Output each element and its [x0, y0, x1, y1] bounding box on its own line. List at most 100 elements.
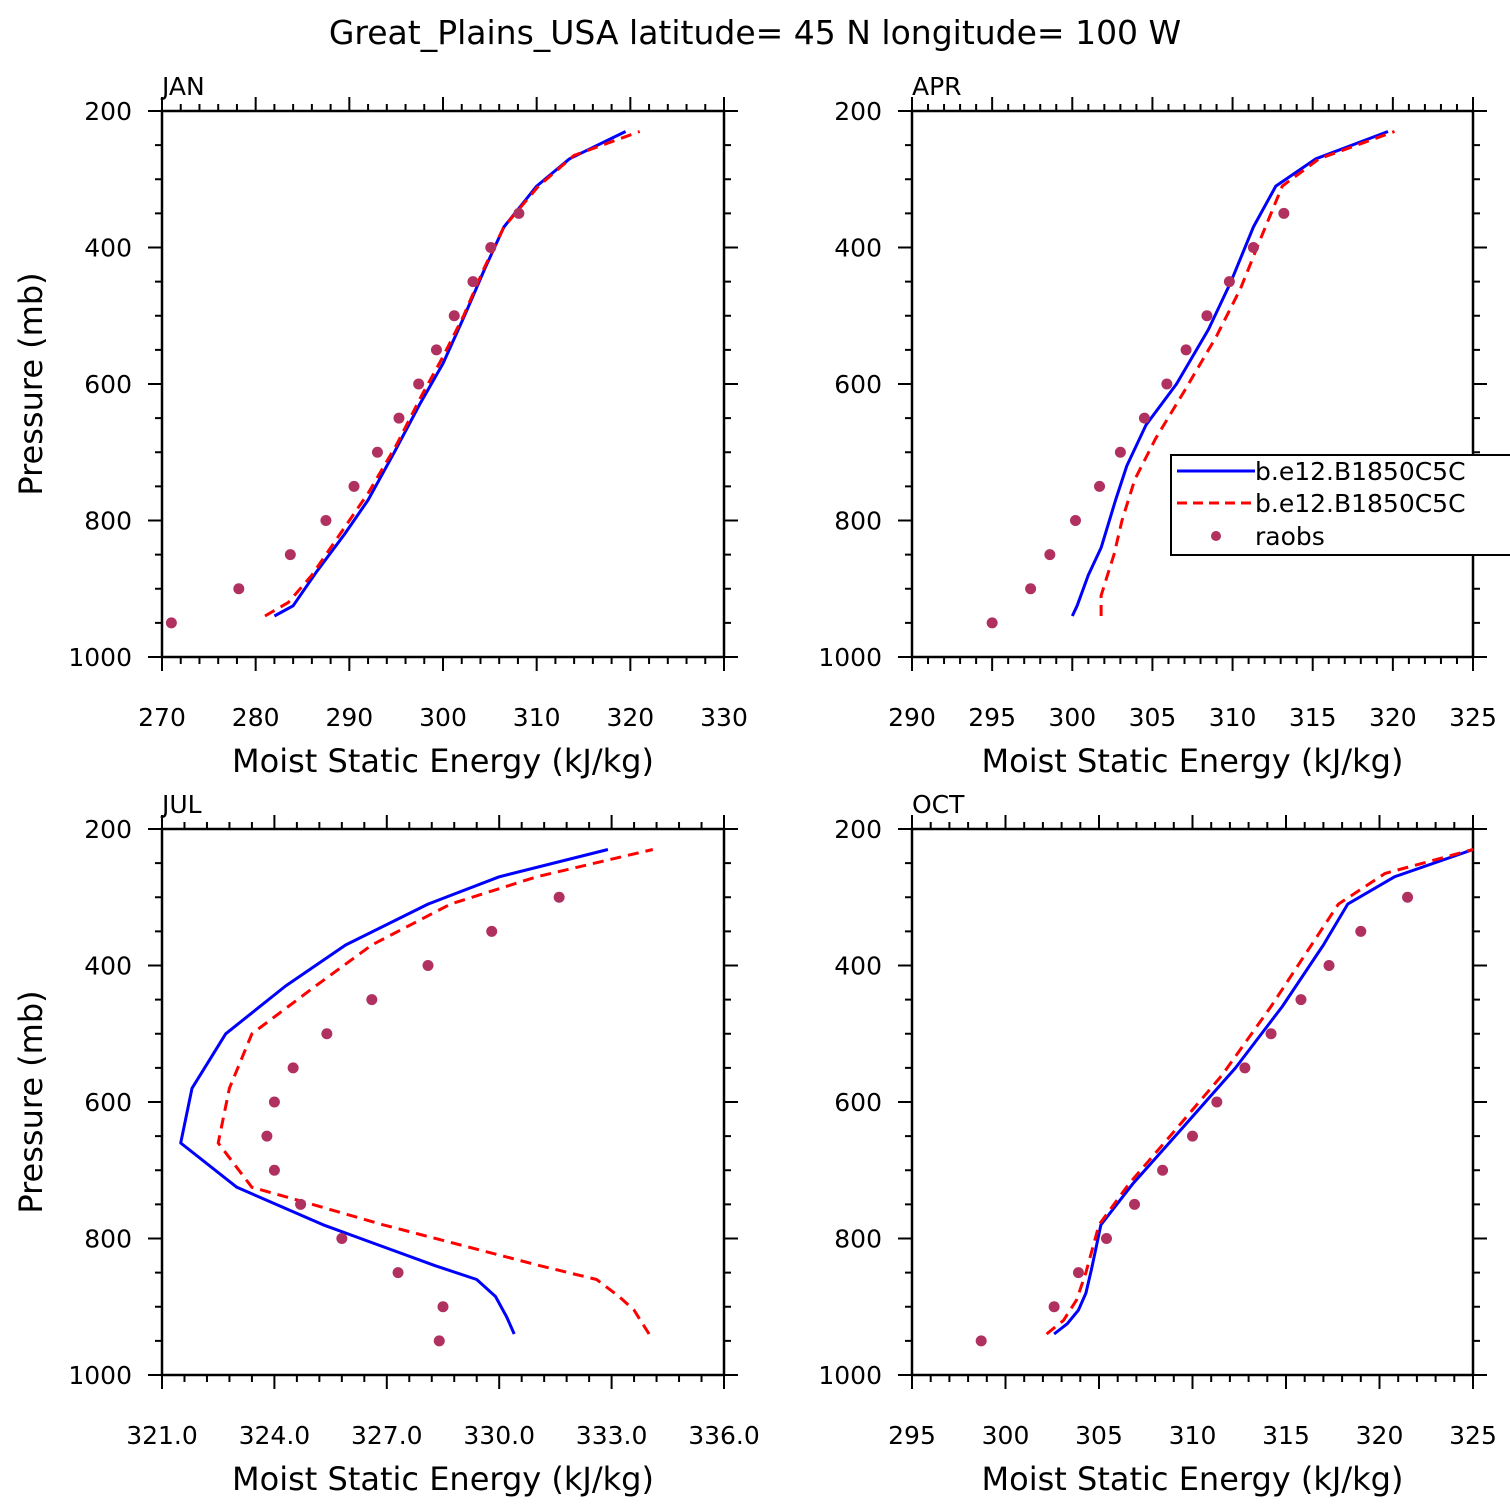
- raobs-point: [422, 960, 434, 971]
- series-line-dashed: [264, 130, 641, 618]
- raobs-point: [1072, 1267, 1084, 1279]
- raobs-point: [437, 1301, 449, 1313]
- plot-frame: [160, 827, 726, 1377]
- x-axis-label: Moist Static Energy (kJ/kg): [232, 1460, 654, 1498]
- panel-label: OCT: [912, 790, 965, 819]
- raobs-point: [261, 1130, 273, 1142]
- raobs-point: [348, 480, 360, 492]
- raobs-point: [1201, 310, 1213, 322]
- raobs-point: [284, 549, 296, 561]
- y-tick-label: 600: [834, 1088, 882, 1117]
- x-tick-label: 330.0: [463, 1421, 535, 1450]
- raobs-point: [268, 1164, 280, 1176]
- x-tick-label: 330: [700, 703, 748, 732]
- raobs-point: [165, 617, 177, 629]
- y-tick-label: 800: [834, 507, 882, 536]
- raobs-point: [1247, 242, 1259, 253]
- y-tick-label: 1000: [68, 643, 132, 672]
- raobs-point: [1278, 207, 1290, 219]
- y-tick-label: 800: [834, 1225, 882, 1254]
- raobs-point: [1355, 925, 1367, 937]
- x-tick-label: 320: [1356, 1421, 1404, 1450]
- legend: b.e12.B1850C5C b.e12.B1850C5C raobs: [1170, 454, 1510, 556]
- raobs-point: [1187, 1130, 1198, 1142]
- series-line-dashed: [216, 848, 654, 1335]
- y-tick-label: 600: [834, 370, 882, 399]
- y-tick-label: 200: [84, 97, 132, 126]
- raobs-point: [268, 1096, 280, 1108]
- x-axis-label: Moist Static Energy (kJ/kg): [232, 742, 654, 780]
- raobs-point: [1048, 1301, 1060, 1313]
- chart-panel-oct: 295 300 305 310 315 320 325 200 400 600 800 1000 OCT…: [818, 790, 1496, 1498]
- raobs-point: [1094, 480, 1106, 492]
- figure-title: Great_Plains_USA latitude= 45 N longitud…: [329, 13, 1181, 52]
- y-tick-label: 1000: [818, 1361, 882, 1390]
- plot-frame: [160, 109, 726, 659]
- x-tick-label: 290: [888, 703, 936, 732]
- y-tick-label: 600: [84, 1088, 132, 1117]
- series-line-dashed: [1099, 130, 1396, 616]
- x-tick-label: 305: [1129, 703, 1177, 732]
- raobs-point: [233, 583, 245, 595]
- y-tick-label: 600: [84, 370, 132, 399]
- raobs-point: [986, 617, 998, 629]
- raobs-point: [1323, 960, 1335, 971]
- x-tick-label: 290: [325, 703, 373, 732]
- raobs-point: [1265, 1028, 1277, 1040]
- raobs-point: [371, 446, 383, 458]
- raobs-point: [1295, 994, 1307, 1006]
- raobs-point: [320, 515, 332, 526]
- plot-frame: [910, 109, 1475, 659]
- raobs-point: [1025, 583, 1037, 595]
- legend-dot-sample: [1211, 531, 1221, 541]
- raobs-point: [336, 1233, 348, 1244]
- raobs-point: [433, 1335, 445, 1347]
- y-tick-label: 400: [84, 234, 132, 263]
- x-tick-label: 336.0: [688, 1421, 760, 1450]
- raobs-point: [975, 1335, 987, 1347]
- chart-panel-jul: 321.0 324.0 327.0 330.0 333.0 336.0 200 400 600 8…: [12, 790, 760, 1498]
- x-tick-label: 295: [968, 703, 1016, 732]
- x-tick-label: 280: [232, 703, 280, 732]
- raobs-point: [366, 994, 378, 1006]
- x-tick-label: 325: [1449, 703, 1497, 732]
- y-tick-label: 200: [834, 815, 882, 844]
- raobs-point: [430, 344, 442, 356]
- y-tick-label: 1000: [68, 1361, 132, 1390]
- panels: 270 280 290 300 310 320 330 200 400 600 800 1000 JAN…: [12, 72, 1497, 1498]
- series-line-solid: [1070, 130, 1389, 617]
- y-tick-label: 200: [84, 815, 132, 844]
- raobs-point: [295, 1198, 307, 1210]
- raobs-point: [1180, 344, 1192, 356]
- raobs-point: [553, 891, 565, 903]
- raobs-point: [1211, 1096, 1223, 1108]
- x-tick-label: 310: [513, 703, 561, 732]
- y-tick-label: 800: [84, 1225, 132, 1254]
- x-tick-label: 310: [1209, 703, 1257, 732]
- x-tick-label: 324.0: [239, 1421, 311, 1450]
- x-tick-label: 315: [1262, 1421, 1310, 1450]
- panel-label: APR: [912, 72, 962, 101]
- x-tick-label: 300: [419, 703, 467, 732]
- x-tick-label: 310: [1169, 1421, 1217, 1450]
- x-tick-label: 327.0: [351, 1421, 423, 1450]
- y-tick-label: 400: [834, 234, 882, 263]
- raobs-point: [393, 412, 405, 424]
- series-line-solid: [273, 130, 627, 618]
- series-line-dashed: [1045, 848, 1473, 1336]
- raobs-point: [1161, 378, 1173, 390]
- chart-panel-jan: 270 280 290 300 310 320 330 200 400 600 800 1000 JAN…: [12, 72, 748, 780]
- raobs-point: [513, 207, 525, 219]
- raobs-point: [1069, 515, 1081, 526]
- x-tick-label: 270: [138, 703, 186, 732]
- x-axis-label: Moist Static Energy (kJ/kg): [982, 742, 1404, 780]
- x-tick-label: 300: [1048, 703, 1096, 732]
- legend-label-raobs: raobs: [1255, 522, 1325, 551]
- series-line-solid: [1053, 848, 1473, 1336]
- panel-label: JUL: [160, 790, 202, 819]
- raobs-point: [392, 1267, 404, 1279]
- raobs-point: [1239, 1062, 1251, 1074]
- x-tick-label: 325: [1449, 1421, 1497, 1450]
- raobs-point: [1157, 1164, 1169, 1176]
- x-tick-label: 300: [982, 1421, 1030, 1450]
